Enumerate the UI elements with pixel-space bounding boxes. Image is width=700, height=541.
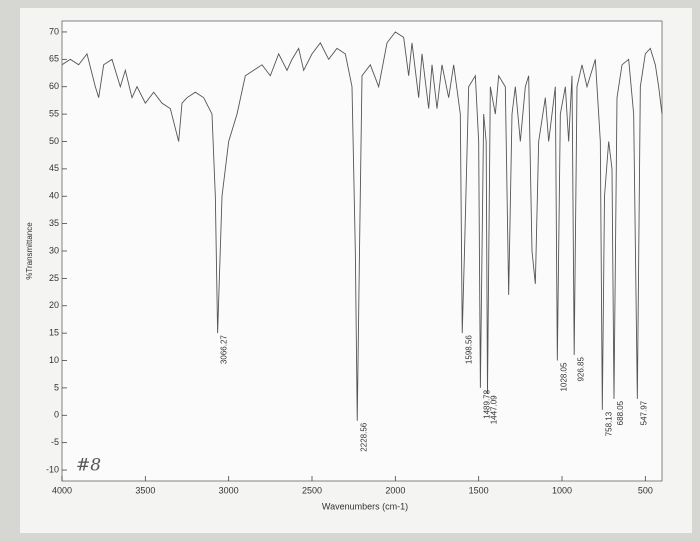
- x-axis-label: Wavenumbers (cm-1): [322, 501, 408, 511]
- y-tick-label: 25: [49, 273, 59, 283]
- y-tick-label: 55: [49, 108, 59, 118]
- peak-label: 1598.56: [464, 335, 473, 364]
- y-tick-label: 70: [49, 26, 59, 36]
- y-tick-label: -10: [46, 464, 59, 474]
- peak-label: 926.85: [576, 356, 585, 381]
- y-tick-label: 20: [49, 300, 59, 310]
- y-tick-label: 0: [54, 410, 59, 420]
- peak-label: 547.97: [639, 400, 648, 425]
- peak-label: 1028.05: [559, 362, 568, 391]
- y-tick-label: 10: [49, 355, 59, 365]
- x-tick-label: 4000: [52, 485, 72, 495]
- y-tick-label: 5: [54, 382, 59, 392]
- x-tick-label: 1500: [469, 485, 489, 495]
- peak-label: 3066.27: [220, 335, 229, 364]
- x-tick-label: 2500: [302, 485, 322, 495]
- x-tick-label: 500: [638, 485, 653, 495]
- x-tick-label: 1000: [552, 485, 572, 495]
- y-tick-label: 35: [49, 218, 59, 228]
- y-axis-label: %Transmittance: [25, 222, 34, 280]
- y-tick-label: 50: [49, 136, 59, 146]
- handwritten-note: #8: [76, 456, 101, 476]
- x-tick-label: 2000: [385, 485, 405, 495]
- peak-label: 688.05: [616, 400, 625, 425]
- peak-label: 2228.56: [359, 422, 368, 451]
- y-tick-label: 30: [49, 245, 59, 255]
- peak-label: 1489.78: [482, 389, 491, 418]
- y-tick-label: -5: [51, 437, 59, 447]
- y-tick-label: 60: [49, 81, 59, 91]
- peak-label: 758.13: [604, 411, 613, 436]
- y-tick-label: 45: [49, 163, 59, 173]
- x-tick-label: 3500: [135, 485, 155, 495]
- x-tick-label: 3000: [219, 485, 239, 495]
- peak-label: 1447.09: [490, 395, 499, 424]
- y-tick-label: 15: [49, 328, 59, 338]
- y-tick-label: 40: [49, 191, 59, 201]
- y-tick-label: 65: [49, 54, 59, 64]
- spectrum-line: [61, 31, 663, 421]
